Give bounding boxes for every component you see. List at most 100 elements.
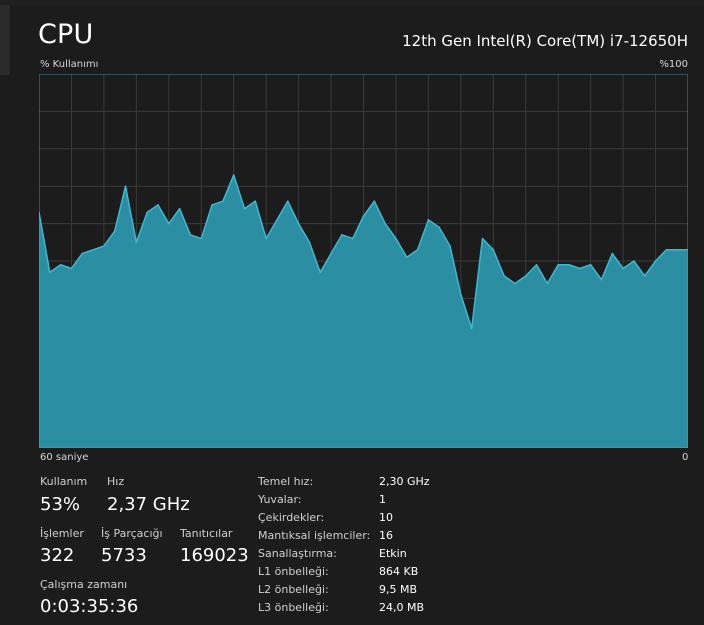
usage-point [200,237,203,240]
page-title: CPU [38,19,94,50]
usage-point [589,263,592,266]
info-value-cores: 10 [379,511,393,524]
usage-point [373,200,376,202]
uptime-value: 0:03:35:36 [40,596,139,617]
uptime-label: Çalışma zamanı [40,578,128,591]
top-border [0,0,704,5]
graph-x-right-label: 0 [682,452,689,463]
usage-area [39,174,688,448]
usage-point [579,267,581,270]
usage-point [481,237,484,240]
usage-point [546,282,549,285]
usage-point [124,185,127,187]
usage-point [308,241,311,244]
threads-value: 5733 [101,545,147,566]
info-value-l3-cache: 24,0 MB [379,601,425,614]
graph-y-axis-label: % Kullanımı [40,59,99,70]
info-key-virtualization: Sanallaştırma: [258,547,337,560]
info-key-l3-cache: L3 önbelleği: [258,601,329,614]
usage-point [524,275,527,277]
sidebar-edge [0,5,10,75]
usage-point [568,263,570,266]
usage-point [286,200,289,202]
usage-point [438,226,441,229]
usage-point [330,252,332,255]
usage-point [405,256,408,259]
processes-value: 322 [40,545,75,566]
graph-x-left-label: 60 saniye [40,452,89,463]
usage-point [470,327,473,330]
usage-points [39,174,688,330]
usage-point [254,200,257,202]
cpu-usage-graph [39,74,688,448]
usage-point [633,260,635,262]
usage-point [643,275,646,277]
usage-point [70,267,73,270]
usage-point [81,252,84,255]
usage-point [665,248,668,251]
info-key-l1-cache: L1 önbelleği: [258,565,329,578]
usage-point [557,263,559,266]
usage-point [687,248,688,251]
speed-label: Hız [107,475,125,488]
threads-label: İş Parçacığı [101,527,163,540]
usage-point [416,248,419,251]
usage-point [113,230,116,232]
usage-point [232,174,235,176]
graph-frame [39,74,688,448]
usage-point [535,263,538,266]
usage-point [395,237,397,240]
usage-point [622,267,624,270]
usage-point [351,237,354,240]
usage-point [341,234,343,236]
usage-point [276,219,278,221]
handles-value: 169023 [180,545,249,566]
usage-point [211,204,213,206]
speed-value: 2,37 GHz [107,494,190,515]
usage-point [319,271,322,274]
usage-point [59,263,62,266]
usage-point [222,200,224,202]
processes-label: İşlemler [40,527,84,540]
usage-point [654,260,657,262]
usage-point [362,215,365,217]
usage-point [168,222,170,225]
info-key-logical-processors: Mantıksal işlemciler: [258,529,371,542]
usage-point [39,211,40,214]
usage-point [146,211,148,214]
info-key-cores: Çekirdekler: [258,511,325,524]
graph-y-max-label: %100 [659,59,688,70]
info-value-l1-cache: 864 KB [379,565,419,578]
usage-point [92,248,94,251]
info-value-virtualization: Etkin [379,547,407,560]
usage-point [178,207,181,210]
info-value-sockets: 1 [379,493,386,506]
usage-point [49,271,51,274]
usage-point [427,219,430,221]
cpu-model-name: 12th Gen Intel(R) Core(TM) i7-12650H [402,32,688,50]
info-value-logical-processors: 16 [379,529,393,542]
info-key-base-speed: Temel hız: [258,475,314,488]
usage-point [492,248,495,251]
usage-point [189,234,192,236]
cpu-usage-chart [39,74,688,448]
usage-point [460,293,462,296]
usage-point [611,252,614,255]
usage-point [514,282,516,285]
usage-point [676,248,678,251]
usage-label: Kullanım [40,475,88,488]
usage-point [265,237,267,240]
handles-label: Tanıtıcılar [180,527,233,540]
usage-point [103,245,105,247]
info-value-l2-cache: 9,5 MB [379,583,418,596]
usage-point [384,222,386,225]
usage-point [503,275,505,277]
usage-point [297,222,300,225]
usage-point [600,278,603,281]
info-key-sockets: Yuvalar: [258,493,302,506]
usage-point [135,241,138,244]
info-value-base-speed: 2,30 GHz [379,475,430,488]
info-key-l2-cache: L2 önbelleği: [258,583,329,596]
usage-value: 53% [40,494,81,515]
